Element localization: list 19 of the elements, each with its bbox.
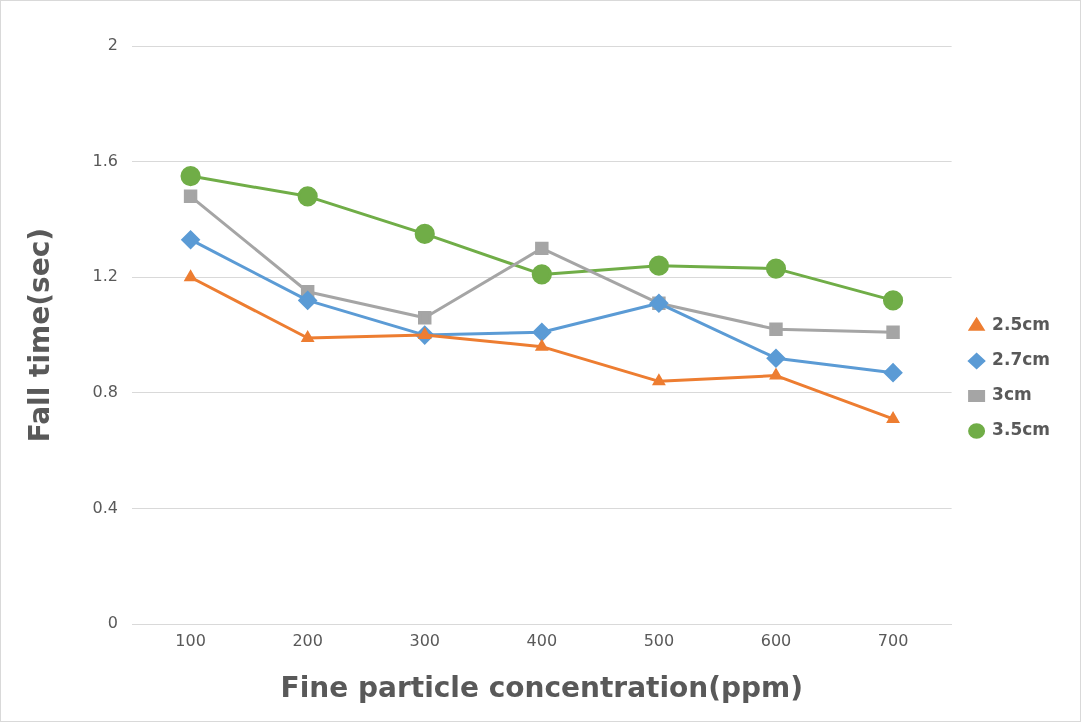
legend-label: 2.5cm	[992, 314, 1050, 335]
x-tick-label: 400	[526, 630, 558, 650]
legend-label: 2.7cm	[992, 349, 1050, 370]
legend-label: 3cm	[992, 384, 1032, 405]
y-tick-label: 0	[107, 613, 119, 633]
legend-label: 3.5cm	[992, 419, 1050, 440]
x-tick-label: 700	[877, 630, 909, 650]
y-tick-label: 0.4	[92, 497, 119, 517]
x-tick-label: 200	[292, 630, 323, 650]
y-axis-title: Fall time(sec)	[23, 227, 57, 443]
y-tick-label: 1.2	[92, 266, 119, 286]
x-tick-label: 500	[643, 630, 675, 650]
x-axis-title: Fine particle concentration(ppm)	[280, 671, 804, 705]
y-tick-label: 1.6	[92, 150, 119, 170]
y-tick-label: 2	[107, 35, 119, 55]
x-tick-label: 100	[175, 630, 206, 650]
x-tick-label: 600	[760, 630, 792, 650]
y-tick-label: 0.8	[92, 382, 119, 402]
x-tick-label: 300	[409, 630, 441, 650]
